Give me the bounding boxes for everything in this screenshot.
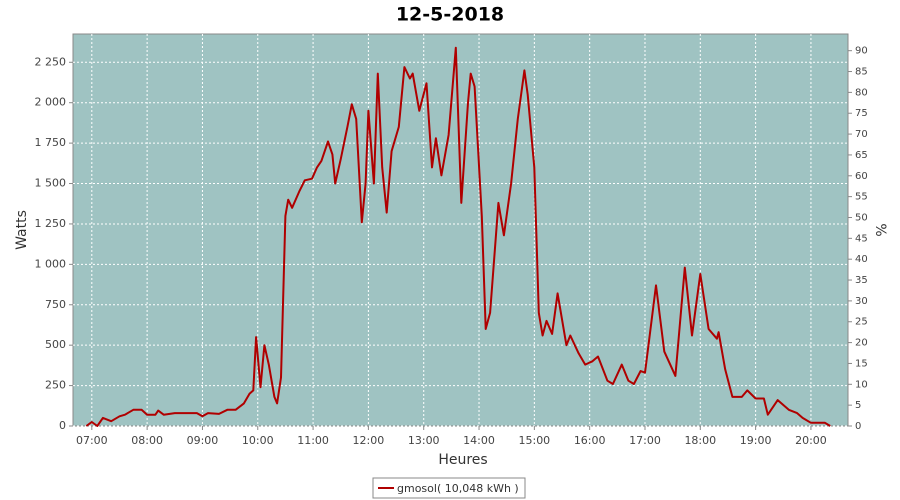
y2-tick-label: 70	[855, 129, 868, 140]
y2-tick-label: 55	[855, 192, 868, 203]
y-tick-label: 250	[45, 379, 66, 392]
y2-tick-label: 60	[855, 171, 868, 182]
series-line	[85, 46, 831, 427]
y-tick-label: 2 000	[35, 96, 67, 109]
y-tick-label: 750	[45, 298, 66, 311]
y2-tick-label: 15	[855, 358, 868, 369]
y2-tick-label: 35	[855, 275, 868, 286]
y-tick-label: 1 250	[35, 217, 67, 230]
chart-title: 12-5-2018	[396, 4, 504, 26]
y-axis-label: Watts	[14, 210, 30, 250]
y-tick-label: 1 750	[35, 136, 67, 149]
y2-tick-label: 10	[855, 379, 868, 390]
y2-tick-label: 5	[855, 400, 861, 411]
y2-tick-label: 80	[855, 87, 868, 98]
x-tick-label: 14:00	[463, 434, 495, 447]
y2-tick-label: 40	[855, 254, 868, 265]
y-tick-label: 2 250	[35, 55, 67, 68]
y2-tick-label: 45	[855, 233, 868, 244]
x-tick-label: 12:00	[353, 434, 385, 447]
y2-tick-label: 75	[855, 108, 868, 119]
y2-tick-label: 85	[855, 67, 868, 78]
y2-axis-label: %	[872, 223, 888, 236]
y2-tick-label: 30	[855, 296, 868, 307]
x-tick-label: 17:00	[629, 434, 661, 447]
legend-box	[372, 477, 526, 499]
y-tick-label: 1 500	[35, 177, 67, 190]
y2-tick-label: 0	[855, 421, 861, 432]
y2-tick-label: 50	[855, 212, 868, 223]
legend-label: gmosol( 10,048 kWh )	[397, 482, 519, 495]
plot-area	[72, 33, 849, 427]
x-tick-label: 10:00	[242, 434, 274, 447]
y2-tick-label: 65	[855, 150, 868, 161]
x-tick-label: 09:00	[187, 434, 219, 447]
x-tick-label: 20:00	[795, 434, 827, 447]
y-tick-label: 500	[45, 338, 66, 351]
y2-tick-label: 90	[855, 46, 868, 57]
y-tick-label: 1 000	[35, 257, 67, 270]
x-tick-label: 18:00	[684, 434, 716, 447]
x-tick-label: 15:00	[518, 434, 550, 447]
x-tick-label: 13:00	[408, 434, 440, 447]
y2-tick-label: 20	[855, 338, 868, 349]
x-tick-label: 08:00	[131, 434, 163, 447]
legend: gmosol( 10,048 kWh )	[372, 477, 526, 499]
y-tick-label: 0	[59, 419, 66, 432]
x-tick-label: 07:00	[76, 434, 108, 447]
y2-tick-label: 25	[855, 317, 868, 328]
x-tick-label: 11:00	[297, 434, 329, 447]
x-tick-label: 19:00	[740, 434, 772, 447]
x-axis-label: Heures	[438, 452, 487, 468]
x-tick-label: 16:00	[574, 434, 606, 447]
